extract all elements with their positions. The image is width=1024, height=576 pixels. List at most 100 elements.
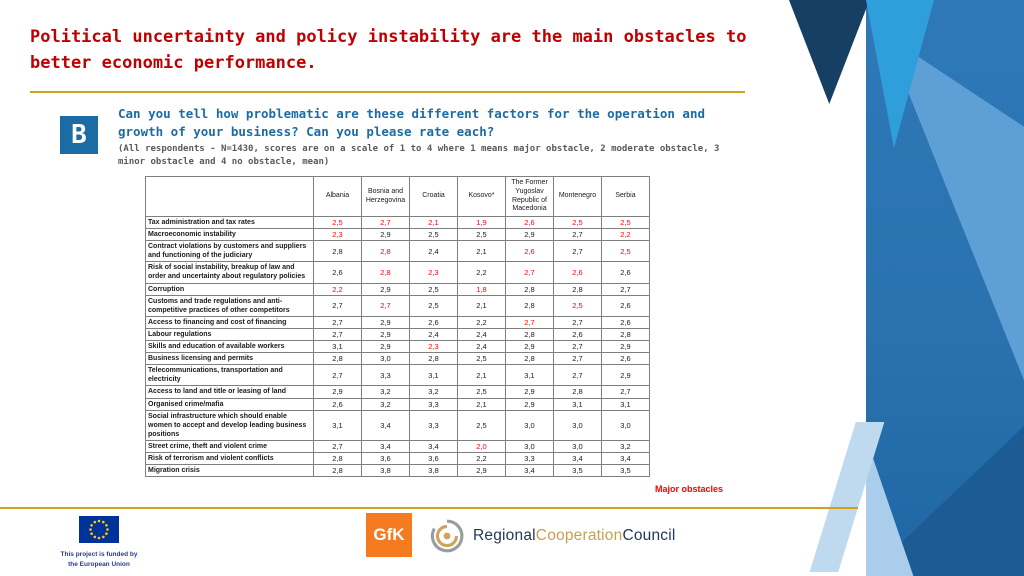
- value-cell: 2,1: [457, 240, 506, 263]
- value-cell: 2,7: [553, 340, 602, 354]
- table-row: Macroeconomic instability 2,3 2,9 2,5 2,5 2,9…: [145, 228, 650, 242]
- table-row: Business licensing and permits 2,8 3,0 2,8 2…: [145, 352, 650, 366]
- eu-flag-icon: [79, 516, 119, 543]
- value-cell: 2,5: [457, 409, 506, 441]
- value-cell: 2,7: [553, 240, 602, 263]
- row-label: Contract violations by customers and sup…: [145, 240, 314, 263]
- value-cell: 2,6: [409, 315, 458, 329]
- rcc-logo: RegionalCooperationCouncil: [428, 517, 676, 555]
- table-row: Organised crime/mafia 2,6 3,2 3,3 2,1 2,9 3,1 3…: [145, 397, 650, 411]
- row-label: Customs and trade regulations and anti-c…: [145, 294, 314, 317]
- value-cell: 2,8: [553, 282, 602, 296]
- value-cell: 2,8: [313, 240, 362, 263]
- value-cell: 2,4: [457, 327, 506, 342]
- value-cell: 2,7: [505, 261, 554, 284]
- value-cell: 2,7: [313, 364, 362, 387]
- value-cell: 3,5: [601, 464, 650, 478]
- value-cell: 2,7: [553, 315, 602, 329]
- value-cell: 2,9: [457, 464, 506, 478]
- value-cell: 2,4: [409, 327, 458, 342]
- row-label: Corruption: [145, 282, 314, 296]
- rcc-word-cooperation: Cooperation: [535, 527, 623, 544]
- eu-funding-block: This project is funded by the European U…: [56, 516, 142, 570]
- value-cell: 3,4: [361, 439, 410, 453]
- value-cell: 2,2: [313, 282, 362, 296]
- row-label: Risk of terrorism and violent conflicts: [145, 451, 314, 466]
- question-letter-badge: B: [60, 116, 98, 154]
- value-cell: 2,9: [505, 397, 554, 411]
- value-cell: 2,6: [313, 261, 362, 284]
- value-cell: 3,2: [361, 397, 410, 411]
- value-cell: 3,6: [361, 451, 410, 466]
- decor-blue-band: [866, 0, 1024, 576]
- value-cell: 2,7: [553, 228, 602, 242]
- row-label: Organised crime/mafia: [145, 397, 314, 411]
- value-cell: 2,7: [313, 294, 362, 317]
- column-header: Montenegro: [553, 176, 602, 217]
- value-cell: 2,4: [409, 240, 458, 263]
- value-cell: 2,1: [457, 397, 506, 411]
- row-label: Access to financing and cost of financin…: [145, 315, 314, 329]
- column-header: Albania: [313, 176, 362, 217]
- value-cell: 2,1: [457, 294, 506, 317]
- table-row: Street crime, theft and violent crime 2,7…: [145, 439, 650, 453]
- table-row: Contract violations by customers and sup…: [145, 240, 650, 263]
- row-label: Telecommunications, transportation and e…: [145, 364, 314, 387]
- value-cell: 3,8: [361, 464, 410, 478]
- value-cell: 2,9: [601, 364, 650, 387]
- question-block: Can you tell how problematic are these d…: [118, 105, 726, 169]
- value-cell: 2,6: [505, 215, 554, 230]
- value-cell: 2,2: [601, 228, 650, 242]
- value-cell: 2,8: [361, 261, 410, 284]
- value-cell: 3,0: [505, 409, 554, 441]
- value-cell: 2,6: [601, 261, 650, 284]
- value-cell: 3,3: [409, 409, 458, 441]
- value-cell: 2,5: [409, 228, 458, 242]
- table-row: Risk of social instability, breakup of l…: [145, 261, 650, 284]
- value-cell: 2,2: [457, 261, 506, 284]
- rcc-word-council: Council: [622, 527, 676, 544]
- value-cell: 2,8: [313, 464, 362, 478]
- value-cell: 2,8: [505, 327, 554, 342]
- column-header: The Former Yugoslav Republic of Macedoni…: [505, 176, 554, 217]
- column-header: Bosnia and Herzegovina: [361, 176, 410, 217]
- value-cell: 2,8: [601, 327, 650, 342]
- value-cell: 3,3: [505, 451, 554, 466]
- value-cell: 3,0: [553, 439, 602, 453]
- decor-band-facet-dark: [866, 426, 1024, 576]
- table-row: Tax administration and tax rates 2,5 2,7 2,…: [145, 215, 650, 230]
- value-cell: 2,7: [313, 315, 362, 329]
- value-cell: 2,7: [553, 364, 602, 387]
- gfk-logo: GfK: [366, 513, 412, 557]
- table-row: Risk of terrorism and violent conflicts 2…: [145, 451, 650, 466]
- row-label: Access to land and title or leasing of l…: [145, 385, 314, 399]
- value-cell: 3,0: [601, 409, 650, 441]
- value-cell: 2,9: [505, 340, 554, 354]
- column-header: Croatia: [409, 176, 458, 217]
- value-cell: 2,5: [409, 282, 458, 296]
- question-text: Can you tell how problematic are these d…: [118, 106, 705, 139]
- table-row: Access to financing and cost of financin…: [145, 315, 650, 329]
- major-obstacles-label: Major obstacles: [655, 484, 724, 494]
- rcc-logo-text: RegionalCooperationCouncil: [473, 527, 676, 545]
- value-cell: 3,0: [553, 409, 602, 441]
- value-cell: 2,5: [457, 352, 506, 366]
- value-cell: 2,5: [457, 385, 506, 399]
- value-cell: 3,3: [409, 397, 458, 411]
- value-cell: 3,1: [505, 364, 554, 387]
- value-cell: 2,7: [313, 439, 362, 453]
- value-cell: 2,3: [313, 228, 362, 242]
- row-label: Migration crisis: [145, 464, 314, 478]
- table-header-row: Albania Bosnia and Herzegovina Croatia Koso…: [145, 176, 650, 217]
- column-header: Kosovo*: [457, 176, 506, 217]
- value-cell: 2,8: [361, 240, 410, 263]
- value-cell: 2,9: [361, 282, 410, 296]
- value-cell: 2,8: [505, 282, 554, 296]
- row-label: Social infrastructure which should enabl…: [145, 409, 314, 441]
- value-cell: 1,9: [457, 215, 506, 230]
- table-row: Labour regulations 2,7 2,9 2,4 2,4 2,8 2,6 2,8: [145, 327, 650, 342]
- value-cell: 2,7: [553, 352, 602, 366]
- value-cell: 3,1: [313, 409, 362, 441]
- value-cell: 2,8: [313, 352, 362, 366]
- row-label: Macroeconomic instability: [145, 228, 314, 242]
